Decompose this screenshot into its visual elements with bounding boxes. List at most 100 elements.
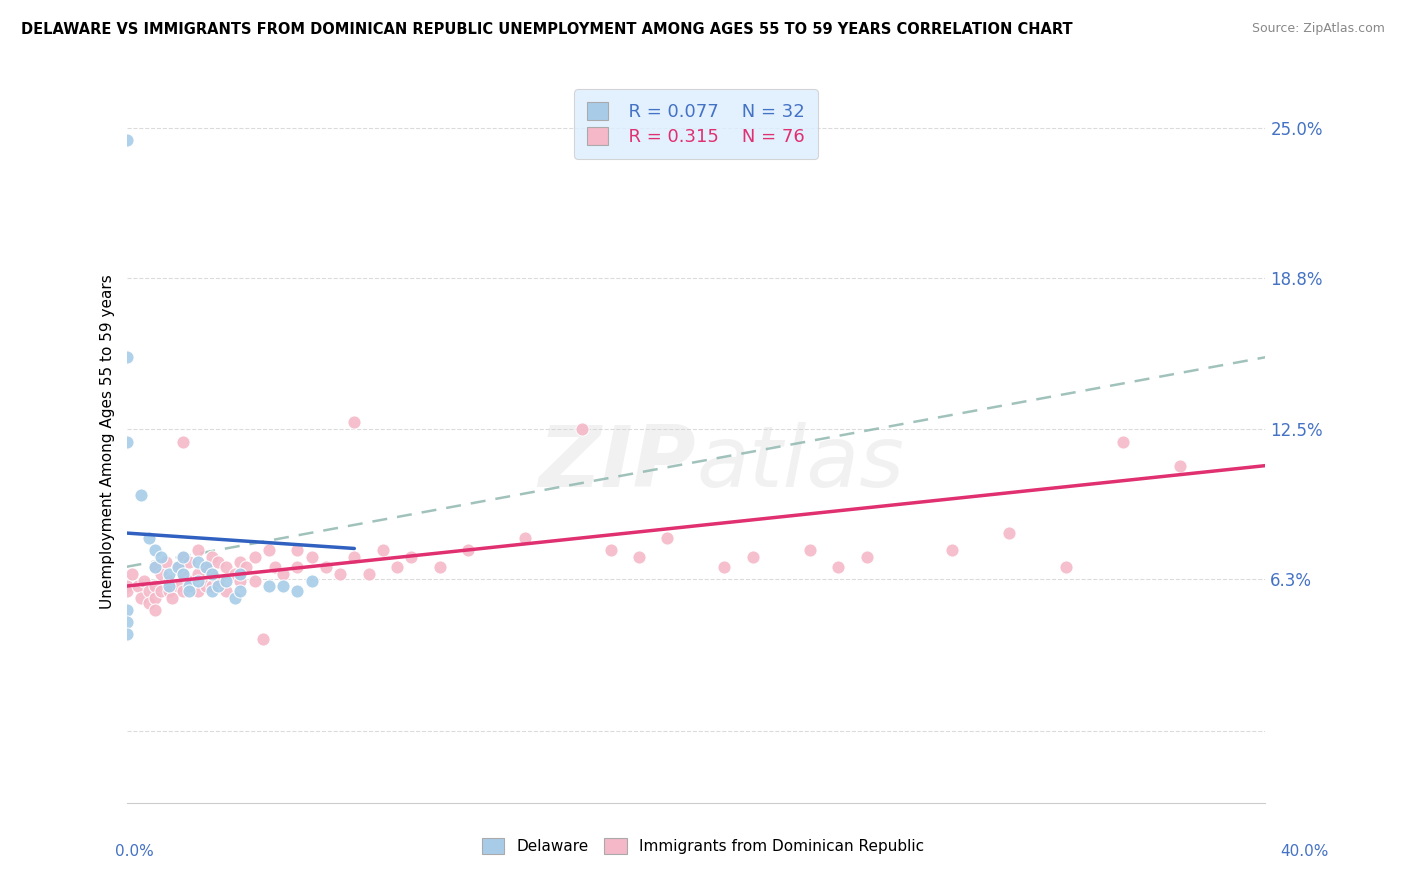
Point — [243, 550, 266, 565]
Point — [799, 542, 821, 557]
Point — [287, 542, 309, 557]
Point — [357, 567, 380, 582]
Legend: Delaware, Immigrants from Dominican Republic: Delaware, Immigrants from Dominican Repu… — [474, 830, 932, 862]
Point — [127, 579, 149, 593]
Point — [287, 583, 309, 598]
Point — [385, 559, 408, 574]
Point — [187, 542, 209, 557]
Point — [224, 591, 246, 606]
Point — [401, 550, 423, 565]
Point — [149, 550, 172, 565]
Point — [115, 603, 138, 617]
Point — [172, 550, 194, 565]
Point — [271, 579, 294, 593]
Point — [166, 579, 188, 593]
Point — [179, 583, 201, 598]
Legend:   R = 0.077    N = 32,   R = 0.315    N = 76: R = 0.077 N = 32, R = 0.315 N = 76 — [574, 89, 818, 159]
Point — [179, 574, 201, 589]
Point — [115, 627, 138, 641]
Point — [155, 555, 177, 569]
Point — [149, 583, 172, 598]
Point — [115, 350, 138, 364]
Point — [138, 531, 160, 545]
Point — [201, 550, 224, 565]
Point — [187, 583, 209, 598]
Point — [343, 550, 366, 565]
Point — [515, 531, 537, 545]
Point — [187, 567, 209, 582]
Point — [195, 559, 218, 574]
Point — [138, 583, 160, 598]
Point — [201, 567, 224, 582]
Point — [172, 567, 194, 582]
Point — [657, 531, 679, 545]
Point — [252, 632, 274, 646]
Text: 0.0%: 0.0% — [115, 845, 155, 859]
Text: DELAWARE VS IMMIGRANTS FROM DOMINICAN REPUBLIC UNEMPLOYMENT AMONG AGES 55 TO 59 : DELAWARE VS IMMIGRANTS FROM DOMINICAN RE… — [21, 22, 1073, 37]
Point — [157, 567, 180, 582]
Point — [166, 559, 188, 574]
Text: atlas: atlas — [696, 422, 904, 505]
Point — [129, 487, 152, 501]
Point — [257, 542, 280, 557]
Point — [235, 559, 257, 574]
Text: 40.0%: 40.0% — [1281, 845, 1329, 859]
Point — [172, 550, 194, 565]
Point — [172, 567, 194, 582]
Point — [207, 555, 229, 569]
Point — [157, 579, 180, 593]
Point — [271, 567, 294, 582]
Point — [371, 542, 394, 557]
Point — [599, 542, 621, 557]
Point — [115, 615, 138, 630]
Point — [115, 583, 138, 598]
Point — [429, 559, 451, 574]
Point — [343, 415, 366, 429]
Point — [179, 579, 201, 593]
Point — [166, 559, 188, 574]
Point — [132, 574, 155, 589]
Point — [195, 559, 218, 574]
Point — [157, 574, 180, 589]
Point — [115, 133, 138, 147]
Point — [143, 579, 166, 593]
Point — [941, 542, 963, 557]
Point — [257, 579, 280, 593]
Point — [1112, 434, 1135, 449]
Point — [457, 542, 479, 557]
Point — [229, 555, 252, 569]
Point — [187, 555, 209, 569]
Text: Source: ZipAtlas.com: Source: ZipAtlas.com — [1251, 22, 1385, 36]
Point — [224, 567, 246, 582]
Point — [1054, 559, 1077, 574]
Point — [143, 591, 166, 606]
Point — [215, 583, 238, 598]
Point — [138, 596, 160, 610]
Point — [143, 559, 166, 574]
Point — [179, 555, 201, 569]
Point — [149, 567, 172, 582]
Point — [143, 542, 166, 557]
Point — [243, 574, 266, 589]
Point — [742, 550, 765, 565]
Point — [129, 591, 152, 606]
Point — [301, 550, 323, 565]
Point — [998, 526, 1021, 541]
Point — [207, 574, 229, 589]
Point — [315, 559, 337, 574]
Point — [172, 434, 194, 449]
Point — [115, 434, 138, 449]
Point — [571, 423, 593, 437]
Point — [201, 583, 224, 598]
Y-axis label: Unemployment Among Ages 55 to 59 years: Unemployment Among Ages 55 to 59 years — [100, 274, 115, 609]
Point — [229, 567, 252, 582]
Point — [827, 559, 849, 574]
Point — [207, 579, 229, 593]
Point — [157, 583, 180, 598]
Point — [329, 567, 352, 582]
Point — [195, 579, 218, 593]
Point — [143, 559, 166, 574]
Point — [201, 567, 224, 582]
Point — [229, 583, 252, 598]
Point — [160, 591, 183, 606]
